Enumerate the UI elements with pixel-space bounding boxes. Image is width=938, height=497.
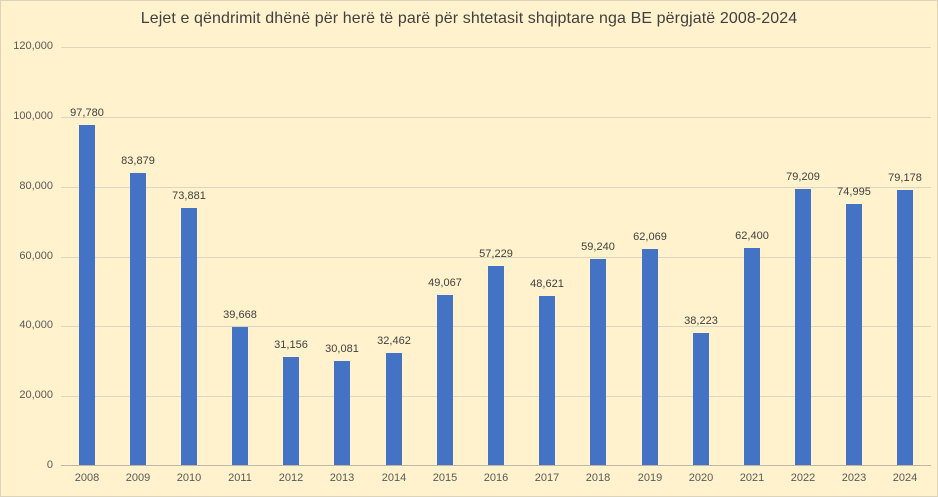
x-axis-tick-label: 2018 (585, 472, 611, 484)
bar-2011 (232, 327, 248, 466)
x-axis-tick-label: 2023 (841, 472, 867, 484)
y-axis-tick-label: 0 (46, 459, 53, 471)
bar-value-label: 48,621 (530, 278, 564, 290)
plot-area: 97,780 83,879 73,881 39,668 31,156 30,081 32,4… (61, 47, 931, 466)
x-axis-tick-label: 2021 (739, 472, 765, 484)
x-axis-tick-label: 2010 (176, 472, 202, 484)
x-axis-tick-label: 2019 (637, 472, 663, 484)
y-axis-tick-label: 120,000 (13, 40, 53, 52)
x-axis-tick-label: 2022 (790, 472, 816, 484)
bar-2017 (539, 296, 555, 466)
y-axis-tick-label: 100,000 (13, 110, 53, 122)
bar-2021 (744, 248, 760, 466)
x-axis-tick-label: 2014 (381, 472, 407, 484)
x-axis-tick-label: 2011 (228, 472, 252, 484)
x-axis-tick-label: 2020 (688, 472, 714, 484)
bar-value-label: 83,879 (121, 155, 155, 167)
bar-2022 (795, 189, 811, 466)
chart-title: Lejet e qëndrimit dhënë për herë të parë… (140, 10, 798, 27)
bar-value-label: 59,240 (581, 241, 615, 253)
y-axis-tick-label: 40,000 (19, 319, 53, 331)
bar-value-label: 97,780 (70, 107, 104, 119)
bar-2013 (334, 361, 350, 466)
y-axis-tick-label: 60,000 (19, 250, 53, 262)
bar-2023 (846, 204, 862, 466)
x-axis-tick-label: 2017 (534, 472, 560, 484)
bar-2010 (181, 208, 197, 466)
bar-value-label: 38,223 (684, 315, 718, 327)
gridline (61, 187, 931, 188)
bar-2019 (642, 249, 658, 466)
bar-value-label: 73,881 (172, 190, 206, 202)
bar-2024 (897, 190, 913, 466)
bar-2012 (283, 357, 299, 466)
bar-value-label: 62,400 (735, 230, 769, 242)
x-axis-tick-label: 2012 (278, 472, 304, 484)
bar-2020 (693, 333, 709, 466)
bar-value-label: 62,069 (633, 231, 667, 243)
x-axis-tick-label: 2013 (329, 472, 355, 484)
bar-value-label: 49,067 (428, 277, 462, 289)
gridline (61, 257, 931, 258)
gridline (61, 117, 931, 118)
bar-value-label: 74,995 (837, 186, 871, 198)
bar-value-label: 31,156 (274, 339, 308, 351)
bar-value-label: 79,178 (888, 172, 922, 184)
bar-2014 (386, 353, 402, 466)
bar-value-label: 57,229 (479, 248, 513, 260)
y-axis-tick-label: 80,000 (19, 180, 53, 192)
x-axis-tick-label: 2024 (892, 472, 918, 484)
bar-value-label: 79,209 (786, 171, 820, 183)
x-axis-tick-label: 2009 (125, 472, 151, 484)
bar-2008 (79, 125, 95, 466)
x-axis-line (61, 465, 931, 466)
bar-2016 (488, 266, 504, 466)
bar-2009 (130, 173, 146, 466)
x-axis-tick-label: 2008 (74, 472, 100, 484)
x-axis-tick-label: 2016 (483, 472, 509, 484)
gridline (61, 47, 931, 48)
bar-2015 (437, 295, 453, 466)
bar-value-label: 39,668 (223, 309, 257, 321)
y-axis-tick-label: 20,000 (19, 389, 53, 401)
bar-2018 (590, 259, 606, 466)
bar-value-label: 30,081 (325, 343, 359, 355)
x-axis-tick-label: 2015 (432, 472, 458, 484)
bar-value-label: 32,462 (377, 335, 411, 347)
